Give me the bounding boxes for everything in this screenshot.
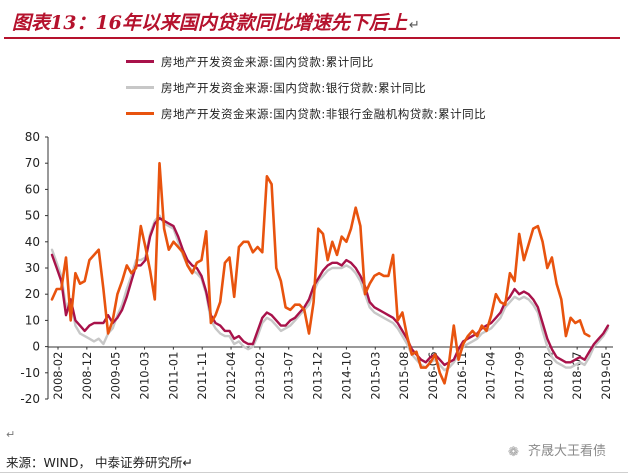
legend-label-nonbank-loans: 房地产开发资金来源:国内贷款:非银行金融机构贷款:累计同比 xyxy=(161,107,487,121)
x-tick-label: 2015-03 xyxy=(368,352,382,400)
legend-label-bank-loans: 房地产开发资金来源:国内贷款:银行贷款:累计同比 xyxy=(161,81,427,95)
x-tick-label: 2018-02 xyxy=(541,352,555,400)
y-tick-label: 70 xyxy=(25,156,40,170)
x-tick-label: 2008-12 xyxy=(80,352,94,400)
x-tick-label: 2010-03 xyxy=(138,352,152,400)
y-tick-label: 20 xyxy=(25,287,40,301)
x-tick-label: 2013-07 xyxy=(282,352,296,400)
y-ticks: -20 -10 0 10 20 30 40 50 60 70 80 xyxy=(20,130,48,406)
legend-swatch-nonbank-loans xyxy=(126,111,154,115)
x-tick-label: 2011-11 xyxy=(195,352,209,400)
y-tick-label: -20 xyxy=(20,392,40,406)
legend-swatch-domestic-loans xyxy=(126,59,154,63)
x-tick-label: 2013-02 xyxy=(253,352,267,400)
y-tick-label: 40 xyxy=(25,235,40,249)
source-return-mark: ↵ xyxy=(182,455,193,470)
source-text: 来源：WIND， 中泰证券研究所 xyxy=(6,455,183,470)
x-tick-label: 2015-08 xyxy=(397,352,411,400)
x-tick-label: 2017-09 xyxy=(512,352,526,400)
paragraph-mark: ↵ xyxy=(6,428,16,441)
x-tick-label: 2009-05 xyxy=(109,352,123,400)
series-lines xyxy=(50,161,610,385)
legend-swatch-bank-loans xyxy=(126,85,154,89)
source-note: 来源：WIND， 中泰证券研究所↵ xyxy=(6,452,193,471)
y-tick-label: 30 xyxy=(25,261,40,275)
y-tick-label: 80 xyxy=(25,130,40,144)
legend-item-domestic-loans: 房地产开发资金来源:国内贷款:累计同比 xyxy=(126,54,486,80)
footer-divider xyxy=(0,472,628,473)
watermark-text: 齐晟大王看债 xyxy=(528,444,607,459)
legend-label-domestic-loans: 房地产开发资金来源:国内贷款:累计同比 xyxy=(161,55,374,69)
chart-title: 图表13：16年以来国内贷款同比增速先下后上 ↵ xyxy=(12,8,420,35)
y-tick-label: -10 xyxy=(20,366,40,380)
x-tick-label: 2008-02 xyxy=(51,352,65,400)
legend-item-nonbank-loans: 房地产开发资金来源:国内贷款:非银行金融机构贷款:累计同比 xyxy=(126,106,486,132)
title-bar: 图表13：16年以来国内贷款同比增速先下后上 ↵ xyxy=(4,6,620,39)
series-line-nonbank-loans xyxy=(50,161,591,385)
wechat-icon: ❁ xyxy=(508,444,519,460)
series-line-domestic-loans xyxy=(50,216,610,367)
watermark: ❁ 齐晟大王看债 xyxy=(508,440,607,460)
x-tick-label: 2011-01 xyxy=(166,352,180,400)
x-tick-label: 2016-11 xyxy=(455,352,469,400)
x-tick-label: 2014-10 xyxy=(339,352,353,400)
legend: 房地产开发资金来源:国内贷款:累计同比 房地产开发资金来源:国内贷款:银行贷款:… xyxy=(126,54,486,132)
y-tick-label: 60 xyxy=(25,182,40,196)
y-tick-label: 10 xyxy=(25,313,40,327)
return-mark: ↵ xyxy=(408,18,420,33)
x-ticks: 2008-02 2008-12 2009-05 2010-03 2011-01 2011-… xyxy=(51,346,613,400)
x-tick-label: 2012-04 xyxy=(224,352,238,400)
y-tick-label: 50 xyxy=(25,209,40,223)
x-tick-label: 2019-05 xyxy=(599,352,613,400)
y-tick-label: 0 xyxy=(32,340,40,354)
x-tick-label: 2013-12 xyxy=(311,352,325,400)
title-underline xyxy=(4,37,620,39)
x-tick-label: 2017-04 xyxy=(484,352,498,400)
legend-item-bank-loans: 房地产开发资金来源:国内贷款:银行贷款:累计同比 xyxy=(126,80,486,106)
chart-title-text: 图表13：16年以来国内贷款同比增速先下后上 xyxy=(12,12,407,34)
